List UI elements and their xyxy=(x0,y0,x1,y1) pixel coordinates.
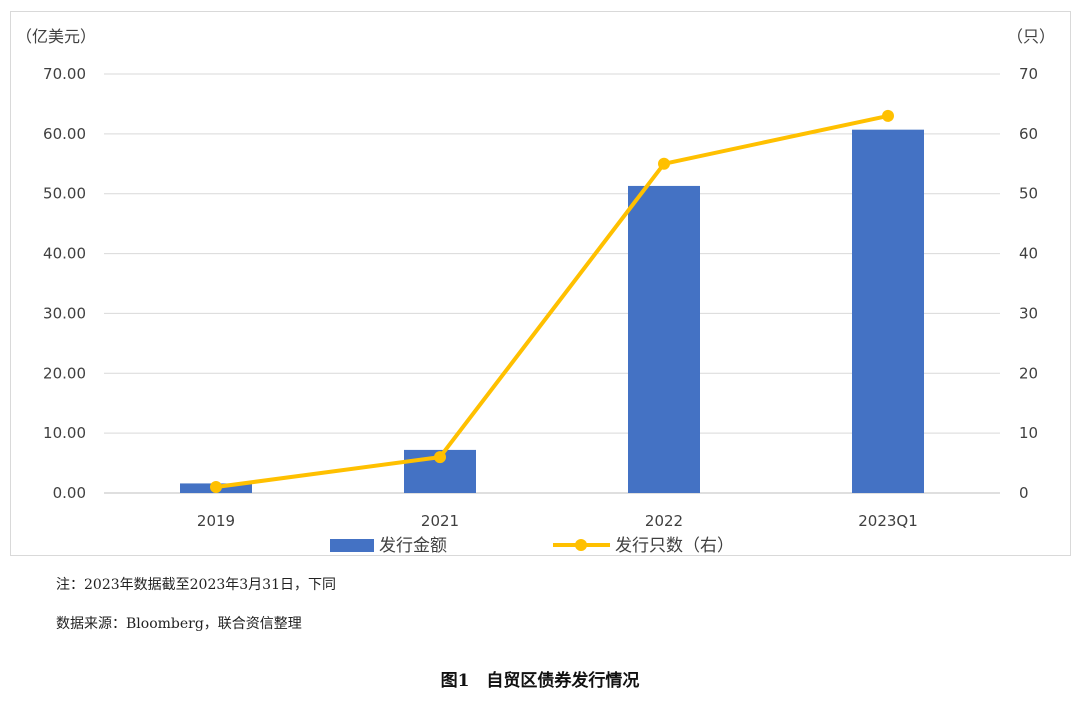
x-tick-label: 2019 xyxy=(197,512,235,530)
y-right-tick-label: 0 xyxy=(1019,484,1029,502)
y-left-tick-label: 0.00 xyxy=(53,484,86,502)
line-series xyxy=(214,113,890,490)
y-left-tick-label: 20.00 xyxy=(43,364,86,382)
y-right-tick-label: 60 xyxy=(1019,125,1038,143)
y-left-tick-label: 60.00 xyxy=(43,125,86,143)
legend-label-bar: 发行金额 xyxy=(379,536,447,556)
y-right-tick-label: 40 xyxy=(1019,245,1038,263)
line-point xyxy=(210,481,222,494)
bar xyxy=(852,129,924,493)
y-right-tick-label: 50 xyxy=(1019,185,1038,203)
legend-swatch-marker xyxy=(575,539,587,551)
y-left-tick-label: 10.00 xyxy=(43,424,86,442)
legend-label-line: 发行只数（右） xyxy=(615,536,734,556)
x-tick-label: 2021 xyxy=(421,512,459,530)
legend-swatch-bar xyxy=(330,539,374,552)
y-right-tick-label: 10 xyxy=(1019,424,1038,442)
line-point xyxy=(658,157,670,170)
y-left-unit-label: （亿美元） xyxy=(16,27,96,46)
y-left-tick-label: 70.00 xyxy=(43,65,86,83)
x-tick-label: 2023Q1 xyxy=(858,512,918,530)
bar xyxy=(628,185,700,493)
x-tick-label: 2022 xyxy=(645,512,683,530)
y-left-tick-label: 30.00 xyxy=(43,304,86,322)
y-right-tick-label: 20 xyxy=(1019,364,1038,382)
y-left-tick-label: 40.00 xyxy=(43,245,86,263)
chart-note: 注：2023年数据截至2023年3月31日，下同 xyxy=(56,577,336,593)
chart-frame xyxy=(10,11,1071,556)
y-right-tick-label: 70 xyxy=(1019,65,1038,83)
chart-source: 数据来源：Bloomberg，联合资信整理 xyxy=(56,616,302,632)
line-point xyxy=(882,109,894,122)
y-right-unit-label: （只） xyxy=(1007,27,1055,46)
y-right-tick-label: 30 xyxy=(1019,304,1038,322)
chart: 0.00 10.00 20.00 30.00 40.00 50.00 60.00 70.00 0… xyxy=(16,27,1055,556)
y-left-tick-label: 50.00 xyxy=(43,185,86,203)
figure-caption: 图1 自贸区债券发行情况 xyxy=(440,671,640,691)
line-point xyxy=(434,451,446,464)
